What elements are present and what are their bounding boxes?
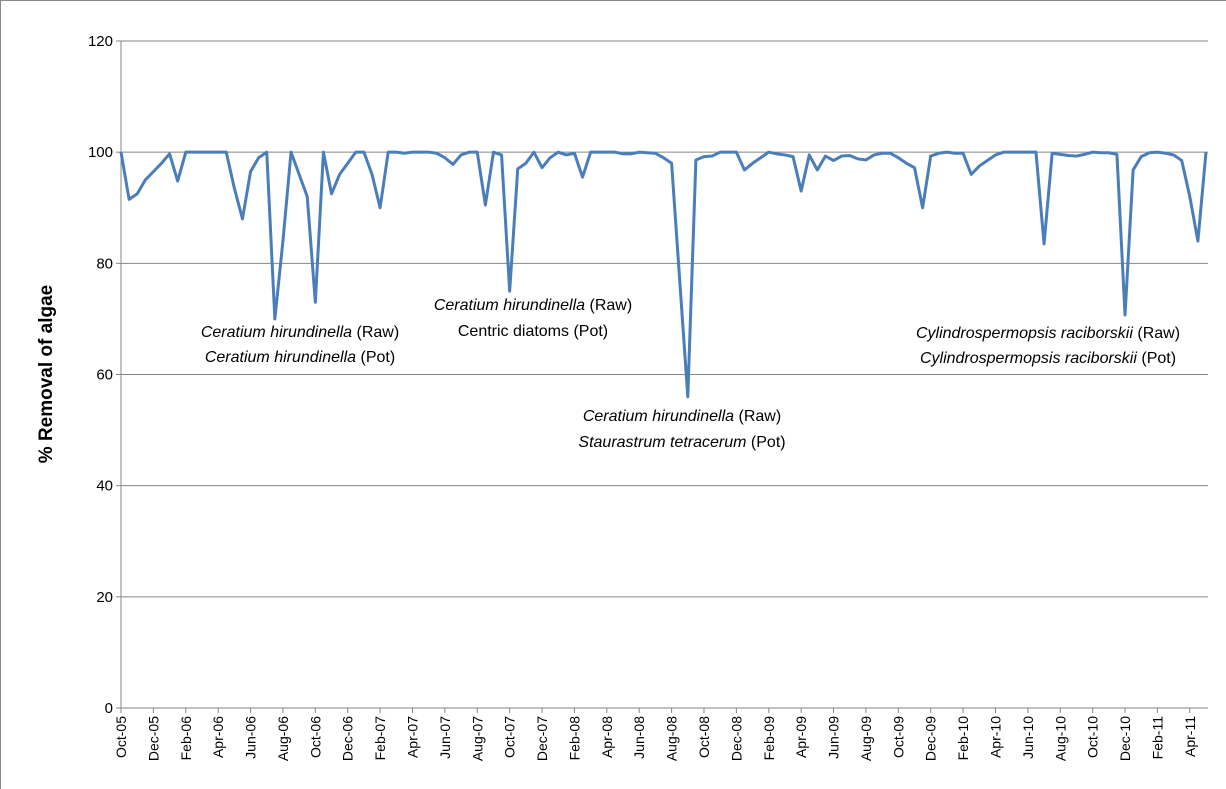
annotation-source: (Raw) [1137, 325, 1180, 342]
annotation-species: Staurastrum tetracerum [578, 434, 746, 451]
annotation-species: Cylindrospermopsis raciborskii [916, 325, 1133, 342]
x-tick-label: Feb-11 [1149, 716, 1165, 760]
x-tick-label: Oct-05 [113, 716, 129, 758]
y-tick-label: 60 [96, 367, 113, 384]
x-tick-label: Aug-07 [469, 716, 485, 761]
x-tick-label: Apr-07 [404, 716, 420, 758]
annotation-source: (Pot) [1141, 350, 1176, 367]
y-axis-label: % Removal of algae [36, 285, 57, 463]
x-tick-label: Apr-11 [1182, 716, 1198, 757]
x-tick-label: Feb-06 [178, 716, 194, 761]
y-tick-label: 20 [96, 589, 113, 606]
annotation: Centric diatoms (Pot) [458, 323, 608, 340]
x-tick-label: Feb-08 [566, 716, 582, 761]
x-tick-label: Aug-10 [1052, 716, 1068, 761]
x-tick-label: Aug-08 [664, 716, 680, 761]
y-tick-label: 0 [105, 700, 113, 717]
x-tick-label: Dec-05 [145, 716, 161, 761]
x-tick-label: Dec-06 [340, 716, 356, 761]
annotation-species: Cylindrospermopsis raciborskii [920, 350, 1137, 367]
x-tick-label: Jun-08 [631, 716, 647, 759]
x-tick-label: Oct-07 [502, 716, 518, 758]
annotation: Ceratium hirundinella (Raw) [201, 324, 399, 341]
x-tick-label: Jun-06 [243, 716, 259, 759]
y-tick-label: 120 [88, 33, 113, 50]
x-tick-label: Jun-07 [437, 716, 453, 759]
annotation-text: Centric diatoms (Pot) [458, 323, 608, 340]
x-tick-label: Oct-08 [696, 716, 712, 758]
annotation: Ceratium hirundinella (Raw) [583, 408, 781, 425]
annotation-source: (Raw) [356, 324, 399, 341]
annotation-source: (Raw) [589, 297, 632, 314]
annotation: Cylindrospermopsis raciborskii (Pot) [920, 350, 1176, 367]
x-tick-label: Dec-08 [728, 716, 744, 761]
x-tick-label: Oct-09 [890, 716, 906, 758]
x-tick-label: Oct-06 [307, 716, 323, 758]
x-tick-label: Aug-09 [858, 716, 874, 761]
annotation-species: Ceratium hirundinella [434, 297, 585, 314]
x-tick-label: Apr-06 [210, 716, 226, 758]
x-tick-label: Aug-06 [275, 716, 291, 761]
annotation: Ceratium hirundinella (Pot) [205, 349, 395, 366]
x-tick-label: Feb-07 [372, 716, 388, 761]
annotation: Ceratium hirundinella (Raw) [434, 297, 632, 314]
x-tick-label: Apr-10 [987, 716, 1003, 758]
x-tick-label: Oct-10 [1085, 716, 1101, 758]
y-tick-label: 100 [88, 144, 113, 161]
annotation-species: Ceratium hirundinella [205, 349, 356, 366]
annotation-source: (Pot) [751, 434, 786, 451]
x-tick-label: Apr-09 [793, 716, 809, 758]
x-tick-label: Jun-10 [1020, 716, 1036, 759]
annotation: Cylindrospermopsis raciborskii (Raw) [916, 325, 1180, 342]
data-line [119, 150, 1208, 399]
annotation-species: Ceratium hirundinella [201, 324, 352, 341]
x-tick-label: Dec-07 [534, 716, 550, 761]
annotation-source: (Pot) [360, 349, 395, 366]
x-tick-label: Feb-09 [761, 716, 777, 761]
x-tick-label: Dec-10 [1117, 716, 1133, 761]
x-tick-label: Dec-09 [923, 716, 939, 761]
annotations: Ceratium hirundinella (Raw) Ceratium hir… [201, 297, 1180, 451]
annotation: Staurastrum tetracerum (Pot) [578, 434, 785, 451]
annotation-source: (Raw) [738, 408, 781, 425]
x-tick-label: Apr-08 [599, 716, 615, 758]
x-tick-label: Jun-09 [826, 716, 842, 759]
annotation-species: Ceratium hirundinella [583, 408, 734, 425]
x-tick-label: Feb-10 [955, 716, 971, 761]
y-tick-label: 40 [96, 478, 113, 495]
plot-area: 0 20 40 60 80 100 120 Oct-05 Dec-05 Feb-06 Apr-06 J… [88, 33, 1208, 761]
y-tick-label: 80 [96, 255, 113, 272]
